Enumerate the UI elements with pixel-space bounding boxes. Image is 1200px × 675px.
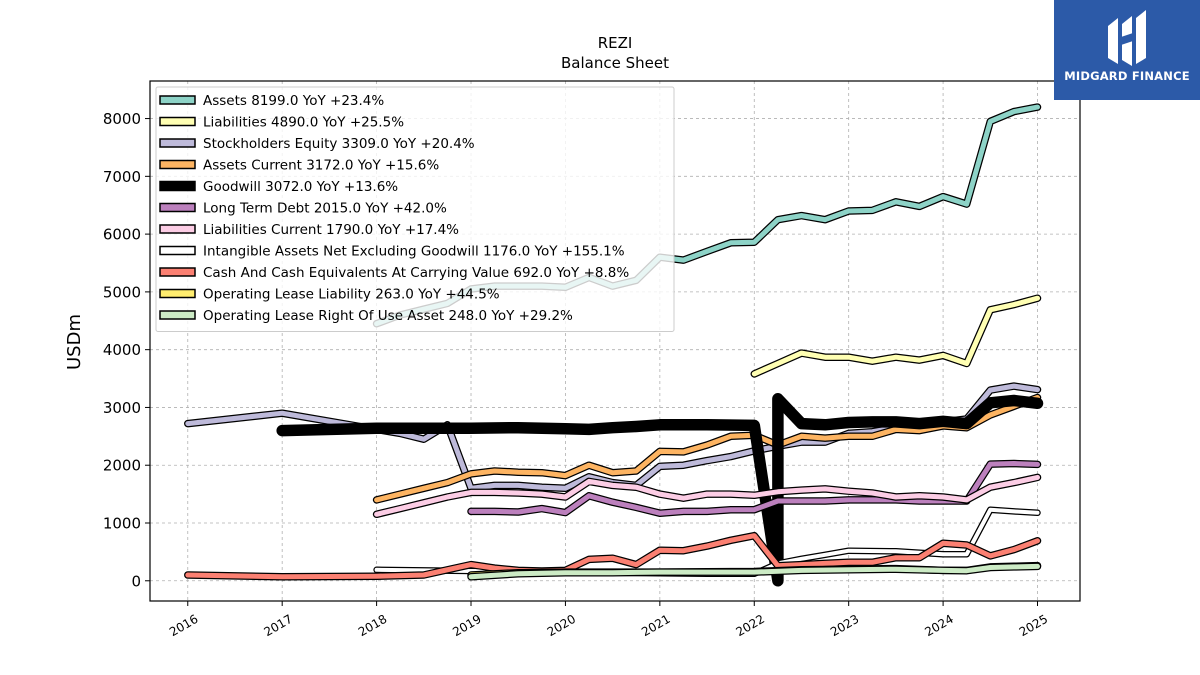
- series-operating-lease-right-of-use-asset: [467, 562, 1042, 581]
- legend-label: Long Term Debt 2015.0 YoY +42.0%: [203, 201, 447, 217]
- legend-label: Operating Lease Right Of Use Asset 248.0…: [203, 308, 573, 324]
- legend-label: Assets Current 3172.0 YoY +15.6%: [203, 158, 439, 174]
- legend: Assets 8199.0 YoY +23.4% Liabilities 4890…: [155, 86, 675, 332]
- series-line: [468, 461, 1040, 516]
- legend-entry: Liabilities 4890.0 YoY +25.5%: [159, 115, 404, 131]
- legend-entry: Intangible Assets Net Excluding Goodwill…: [159, 244, 625, 260]
- legend-swatch: [159, 180, 196, 192]
- series-liabilities-current: [372, 473, 1042, 519]
- legend-label: Liabilities Current 1790.0 YoY +17.4%: [203, 222, 459, 238]
- x-tick-label: 2016: [167, 612, 200, 639]
- legend-frame: [155, 86, 675, 332]
- legend-swatch: [159, 116, 196, 127]
- series-goodwill: [276, 393, 1044, 587]
- series-cash-and-cash-equivalents-at-carrying-value: [184, 531, 1042, 581]
- y-tick-label: 4000: [103, 341, 141, 359]
- y-axis-label: USDm: [64, 314, 85, 370]
- legend-entry: Assets Current 3172.0 YoY +15.6%: [159, 158, 439, 174]
- series-layer: [184, 103, 1044, 587]
- y-tick-label: 8000: [103, 110, 141, 128]
- x-tick-label: 2019: [450, 612, 483, 639]
- y-tick-label: 1000: [103, 515, 141, 533]
- legend-swatch: [159, 245, 196, 256]
- x-tick-label: 2024: [922, 612, 955, 639]
- chart-title: REZI: [598, 34, 633, 52]
- series-line: [185, 533, 1040, 580]
- legend-entry: Long Term Debt 2015.0 YoY +42.0%: [159, 201, 447, 217]
- legend-label: Intangible Assets Net Excluding Goodwill…: [203, 244, 625, 260]
- series-liabilities: [750, 294, 1042, 378]
- y-tick-label: 6000: [103, 226, 141, 244]
- x-tick-label: 2017: [261, 612, 294, 639]
- midgard-finance-logo: MIDGARD FINANCE: [1054, 0, 1200, 100]
- legend-entry: Assets 8199.0 YoY +23.4%: [159, 93, 384, 109]
- x-tick-label: 2020: [545, 612, 578, 639]
- legend-entry: Operating Lease Right Of Use Asset 248.0…: [159, 308, 573, 324]
- legend-entry: Stockholders Equity 3309.0 YoY +20.4%: [159, 136, 475, 152]
- y-tick-label: 3000: [103, 399, 141, 417]
- series-line: [468, 563, 1040, 580]
- legend-swatch: [159, 95, 196, 105]
- series-assets-current: [372, 393, 1042, 504]
- legend-label: Cash And Cash Equivalents At Carrying Va…: [203, 265, 629, 281]
- series-line: [277, 394, 1042, 586]
- legend-label: Liabilities 4890.0 YoY +25.5%: [203, 115, 404, 131]
- x-tick-label: 2023: [828, 612, 861, 639]
- series-long-term-debt: [467, 459, 1042, 517]
- legend-swatch: [159, 288, 196, 299]
- series-line: [374, 474, 1040, 517]
- y-tick-label: 7000: [103, 168, 141, 186]
- legend-swatch: [159, 310, 196, 320]
- legend-swatch: [159, 202, 196, 213]
- legend-swatch: [159, 267, 196, 277]
- x-tick-label: 2022: [734, 612, 767, 639]
- legend-label: Goodwill 3072.0 YoY +13.6%: [203, 179, 398, 195]
- legend-entry: Operating Lease Liability 263.0 YoY +44.…: [159, 287, 500, 303]
- legend-label: Stockholders Equity 3309.0 YoY +20.4%: [203, 136, 475, 152]
- y-tick-label: 5000: [103, 283, 141, 301]
- legend-label: Operating Lease Liability 263.0 YoY +44.…: [203, 287, 500, 303]
- x-tick-label: 2025: [1017, 612, 1050, 639]
- legend-entry: Liabilities Current 1790.0 YoY +17.4%: [159, 222, 459, 238]
- legend-entry: Goodwill 3072.0 YoY +13.6%: [159, 179, 398, 195]
- logo-mark-icon: [1108, 10, 1146, 66]
- legend-swatch: [159, 138, 196, 148]
- legend-label: Assets 8199.0 YoY +23.4%: [203, 93, 384, 109]
- legend-entry: Cash And Cash Equivalents At Carrying Va…: [159, 265, 629, 281]
- series-line: [751, 295, 1040, 377]
- logo-text: MIDGARD FINANCE: [1064, 69, 1190, 83]
- plot-frame: [149, 80, 1081, 602]
- series-line: [374, 395, 1040, 503]
- x-tick-label: 2021: [639, 612, 672, 639]
- legend-swatch: [159, 224, 196, 234]
- y-tick-label: 0: [131, 572, 141, 590]
- chart-subtitle: Balance Sheet: [561, 54, 669, 72]
- y-tick-label: 2000: [103, 457, 141, 475]
- x-tick-label: 2018: [356, 612, 389, 639]
- legend-swatch: [159, 159, 196, 170]
